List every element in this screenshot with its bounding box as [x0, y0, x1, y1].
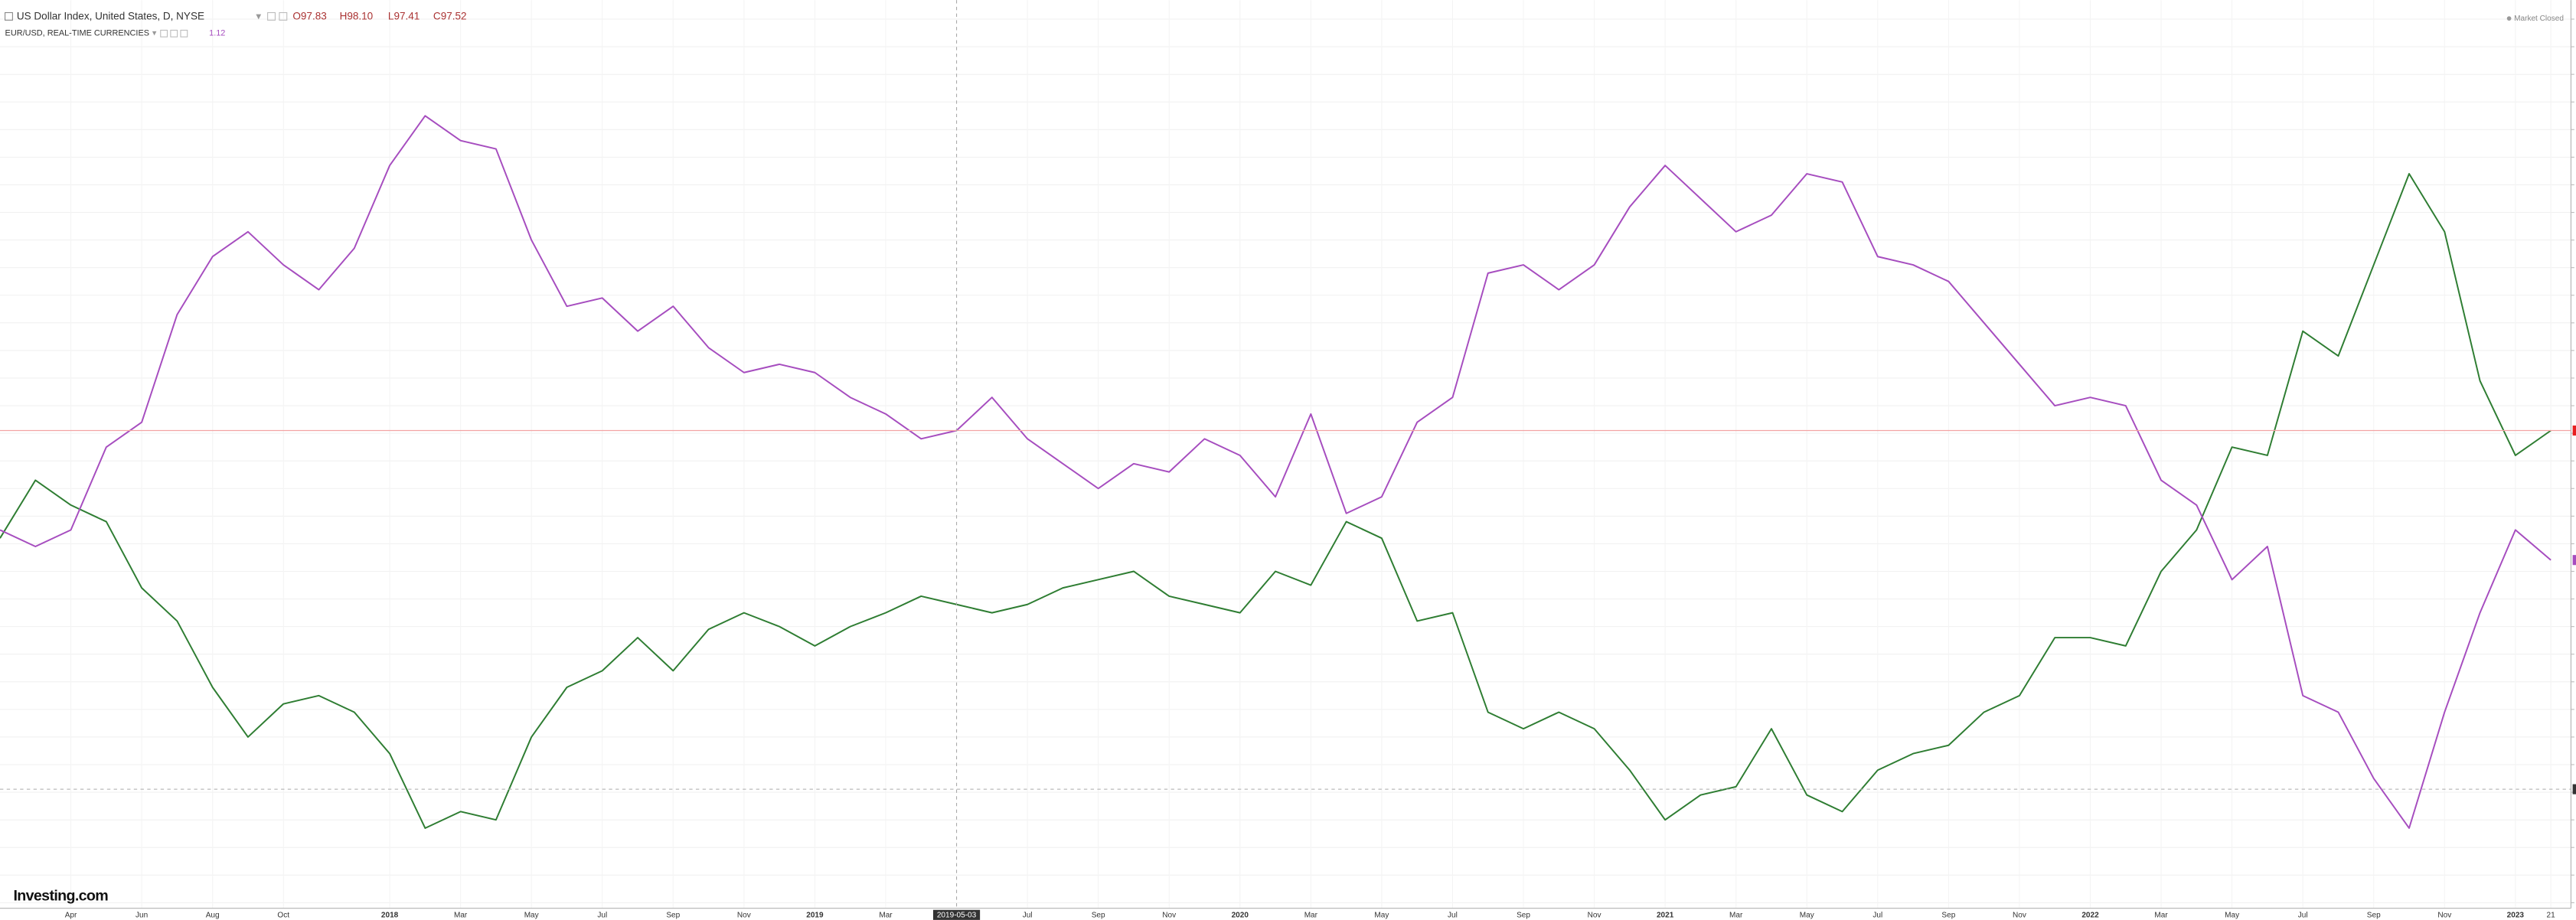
x-tick-label: 2018	[381, 912, 399, 920]
low: L97.41	[388, 11, 420, 22]
crosshair-x-label: 2019-05-03	[937, 912, 977, 920]
x-tick-label: Mar	[454, 912, 468, 920]
series-line	[0, 115, 2552, 829]
x-tick-label: Mar	[1304, 912, 1318, 920]
x-tick-label: Mar	[879, 912, 893, 920]
x-tick-label: Sep	[1517, 912, 1530, 920]
high: H98.10	[340, 11, 374, 22]
x-tick-label: Jul	[2298, 912, 2308, 920]
last-value-bg	[2572, 425, 2576, 436]
compare-symbol: EUR/USD, REAL-TIME CURRENCIES	[5, 29, 149, 38]
last-value-bg	[2572, 555, 2576, 566]
open: O97.83	[292, 11, 326, 22]
x-tick-label: Jul	[597, 912, 607, 920]
x-tick-label: Mar	[2154, 912, 2168, 920]
x-tick-label: 21	[2547, 912, 2556, 920]
x-tick-label: 2019	[806, 912, 824, 920]
x-tick-label: Aug	[206, 912, 220, 920]
menu-caret[interactable]: ▾	[152, 29, 157, 38]
x-tick-label: Sep	[2367, 912, 2381, 920]
legend-header: US Dollar Index, United States, D, NYSE …	[5, 11, 2564, 904]
x-tick-label: Jul	[1448, 912, 1458, 920]
x-tick-label: Sep	[1941, 912, 1955, 920]
x-tick-label: Nov	[2437, 912, 2451, 920]
compare-quote: 1.12	[209, 29, 225, 38]
x-tick-label: Nov	[1588, 912, 1601, 920]
crosshair-y-label-bg	[2572, 784, 2576, 794]
x-tick-label: 2021	[1657, 912, 1674, 920]
x-tick-label: Oct	[277, 912, 289, 920]
x-tick-label: 2022	[2081, 912, 2099, 920]
status-dot	[2506, 16, 2512, 21]
collapse-icon[interactable]	[5, 11, 13, 21]
x-tick-label: May	[2225, 912, 2239, 920]
close-icon[interactable]	[180, 29, 188, 38]
x-tick-label: Nov	[1162, 912, 1176, 920]
x-tick-label: 2020	[1232, 912, 1249, 920]
x-tick-label: May	[1800, 912, 1814, 920]
main-symbol: US Dollar Index, United States, D, NYSE	[17, 11, 204, 22]
x-tick-label: 2023	[2507, 912, 2525, 920]
close-icon[interactable]	[279, 11, 288, 21]
x-tick-label: Sep	[1092, 912, 1105, 920]
x-tick-label: Mar	[1729, 912, 1743, 920]
settings-icon[interactable]	[160, 29, 168, 38]
settings-icon[interactable]	[267, 11, 276, 21]
crosshair-x-label-bg	[932, 909, 981, 920]
x-tick-label: Nov	[737, 912, 751, 920]
logo: Investing.com	[13, 887, 108, 904]
axis-labels: 19.00%18.00%17.00%16.00%15.00%14.00%13.0…	[65, 18, 2576, 920]
x-tick-label: May	[524, 912, 539, 920]
x-tick-label: Apr	[65, 912, 77, 920]
x-tick-label: Sep	[666, 912, 680, 920]
x-tick-label: Jun	[135, 912, 148, 920]
market-status: Market Closed	[2514, 15, 2564, 23]
x-tick-label: Nov	[2013, 912, 2026, 920]
menu-caret[interactable]: ▾	[256, 11, 261, 22]
close: C97.52	[433, 11, 467, 22]
x-tick-label: Jul	[1872, 912, 1882, 920]
x-tick-label: May	[1374, 912, 1389, 920]
x-tick-label: Jul	[1023, 912, 1033, 920]
hide-icon[interactable]	[170, 29, 178, 38]
series-line	[0, 173, 2552, 829]
